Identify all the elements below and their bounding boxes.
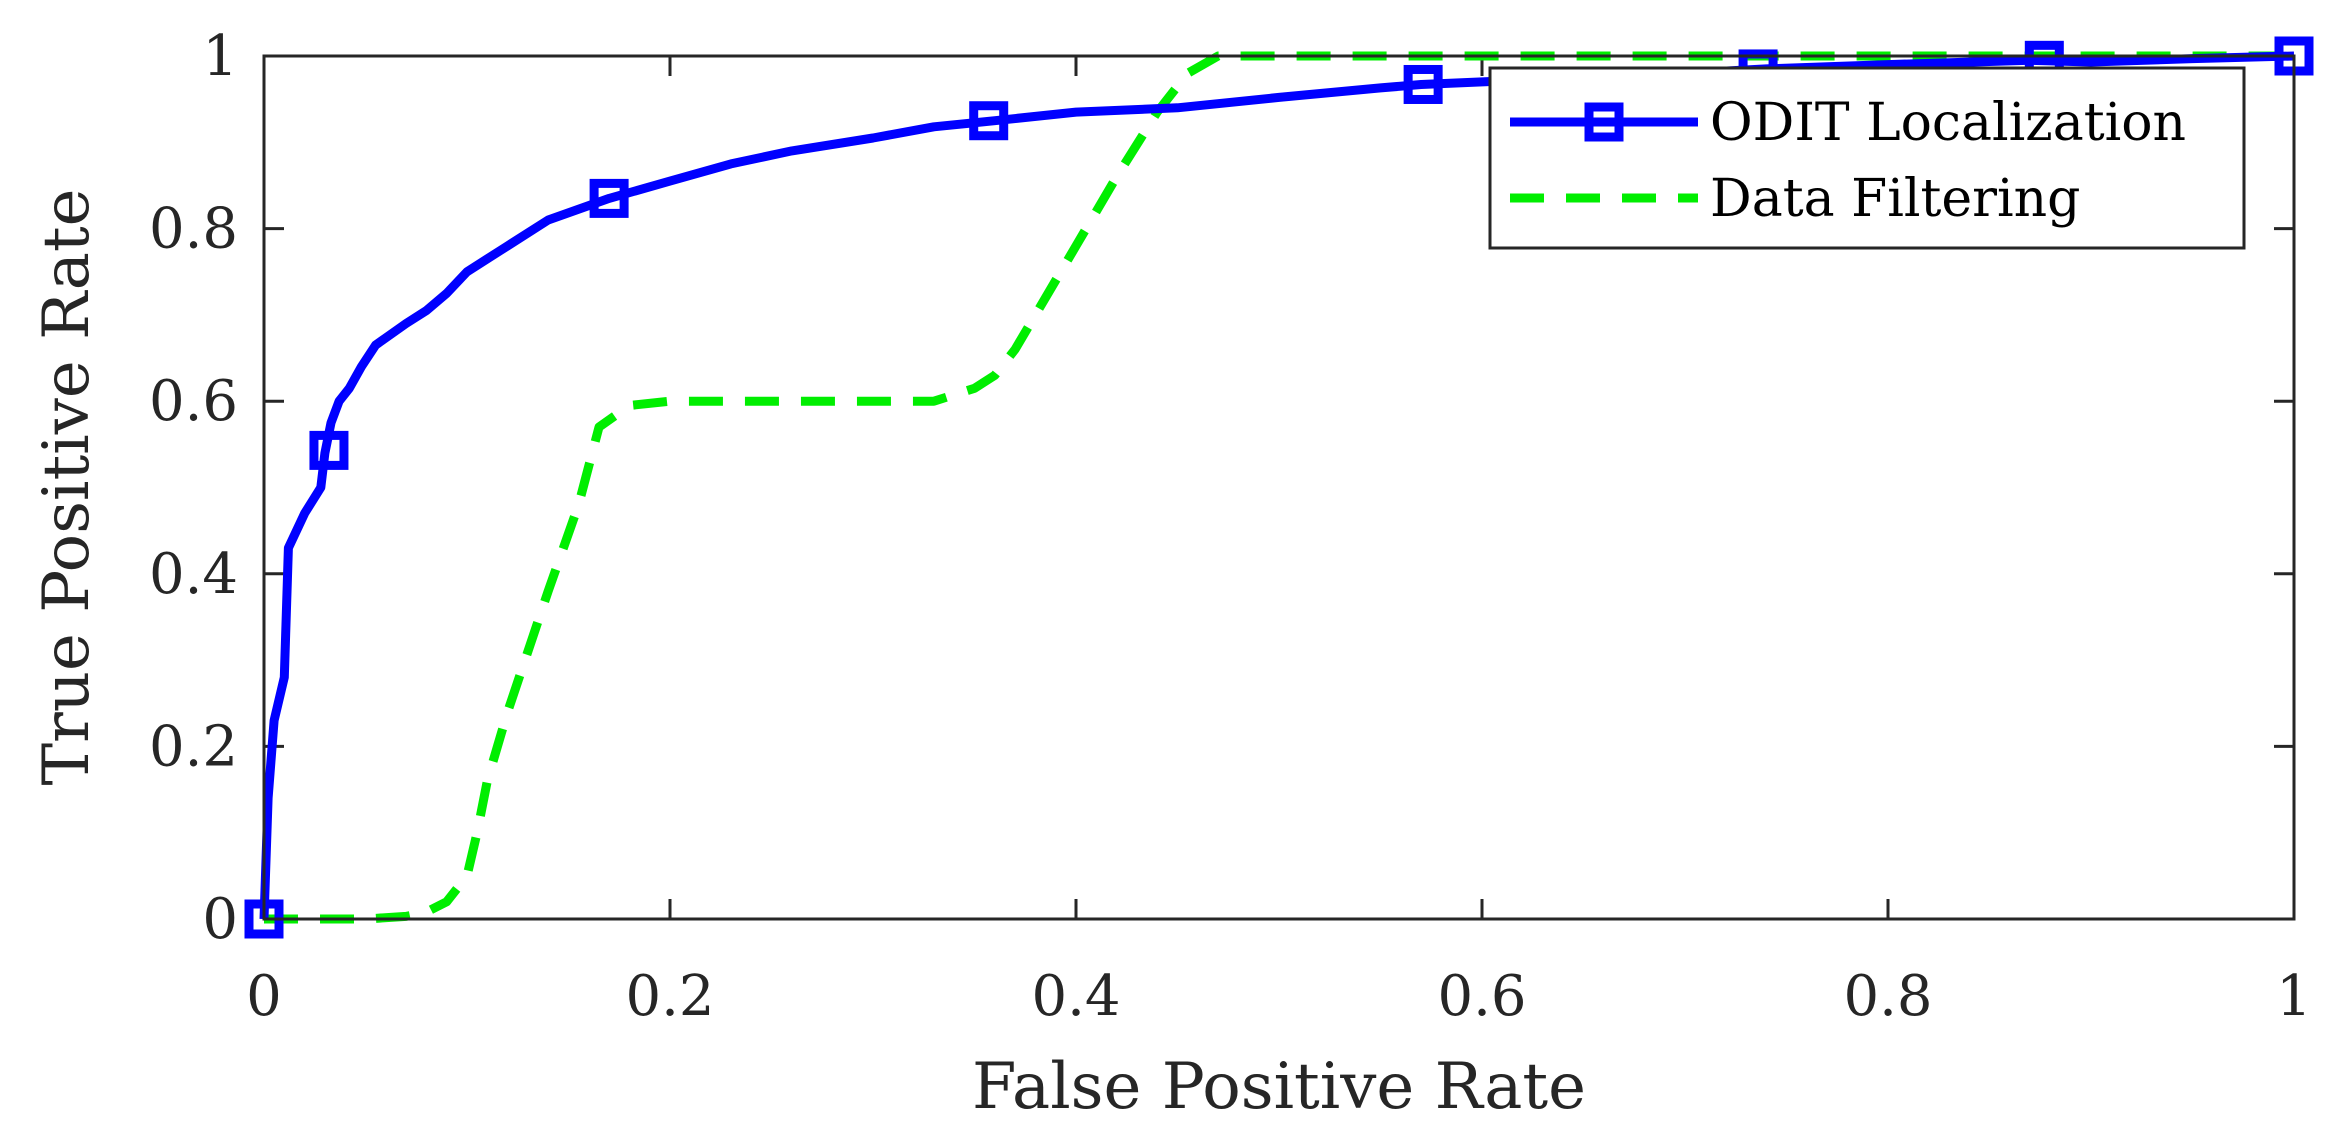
y-tick-label: 0.8 [149,197,238,262]
legend-box [1488,66,2246,250]
tick-labels: 0 0.2 0.4 0.6 0.8 1 0 0.2 0.4 0.6 0.8 1 [149,24,2312,1029]
axes-box [262,54,2296,921]
data-point-marker-odit-localization [309,430,349,470]
x-tick-label: 0.2 [625,964,714,1029]
series-line-data-filtering [264,51,2294,924]
y-tick-label: 0.2 [149,714,238,779]
data-point-marker-odit-localization [969,101,1009,141]
y-axis-title: True Positive Rate [30,189,104,786]
y-tick-label: 0.6 [149,369,238,434]
x-tick-label: 0.6 [1437,964,1526,1029]
legend: ODIT Localization Data Filtering [1488,66,2246,250]
legend-label-odit: ODIT Localization [1710,93,2186,153]
data-point-marker-odit-localization [1403,64,1443,104]
legend-marker-odit [1584,102,1624,142]
x-tick-label: 1 [2276,964,2312,1029]
x-tick-label: 0.4 [1031,964,1120,1029]
y-tick-label: 1 [202,24,238,89]
y-tick-label: 0.4 [149,542,238,607]
legend-label-data-filtering: Data Filtering [1710,169,2080,229]
y-tick-label: 0 [202,887,238,952]
x-axis-title: False Positive Rate [972,1050,1586,1124]
x-tick-label: 0.8 [1843,964,1932,1029]
data-point-marker-odit-localization [589,178,629,218]
x-tick-label: 0 [246,964,282,1029]
